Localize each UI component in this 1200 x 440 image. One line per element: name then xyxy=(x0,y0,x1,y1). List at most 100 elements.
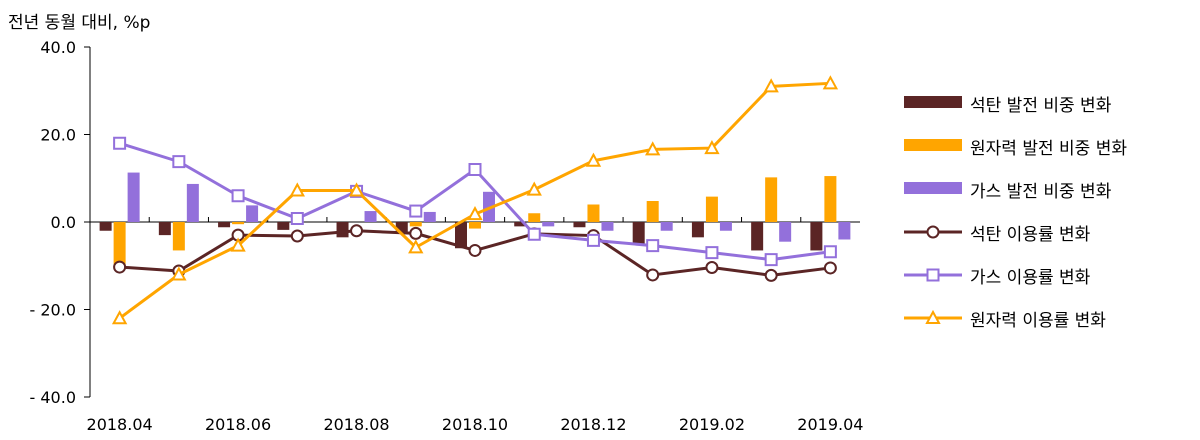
bar xyxy=(587,204,600,222)
legend-label: 원자력 발전 비중 변화 xyxy=(970,138,1127,159)
bar xyxy=(246,205,259,222)
line-point xyxy=(646,239,660,253)
bar xyxy=(646,201,659,222)
line-point xyxy=(468,163,482,176)
bar xyxy=(172,222,185,251)
legend-bar-swatch xyxy=(904,182,962,194)
combo-chart: 40.0 20.0 0.0 - 20.0 - 40.0 2018.04 2018.06 201… xyxy=(30,38,864,434)
bar xyxy=(601,222,614,231)
y-tick-label: 0.0 xyxy=(51,213,76,232)
bar xyxy=(810,222,823,251)
bar xyxy=(469,222,481,229)
x-tick-label: 2018.04 xyxy=(87,415,153,434)
line-point xyxy=(764,268,778,282)
x-tick-label: 2019.02 xyxy=(679,415,745,434)
bar xyxy=(660,222,673,231)
bar xyxy=(186,183,199,222)
legend-line-swatch xyxy=(904,309,962,324)
legend-item: 가스 이용률 변화 xyxy=(902,260,1200,290)
bar xyxy=(232,222,245,225)
x-tick-label: 2018.06 xyxy=(205,415,271,434)
legend-marker xyxy=(925,309,941,324)
bar xyxy=(528,213,541,222)
bar xyxy=(838,222,851,240)
bar xyxy=(277,222,290,230)
line-point xyxy=(111,310,128,325)
bar xyxy=(751,222,764,251)
line-point xyxy=(290,229,304,243)
line-point xyxy=(467,206,483,221)
bar xyxy=(705,196,718,222)
legend-line-swatch xyxy=(904,225,962,239)
bar xyxy=(113,222,126,266)
legend-item: 석탄 발전 비중 변화 xyxy=(902,88,1200,118)
bar xyxy=(455,222,467,249)
legend-swatch-rect xyxy=(904,96,962,108)
chart-axes: 40.0 20.0 0.0 - 20.0 - 40.0 2018.04 2018.06 201… xyxy=(30,38,864,434)
line-point xyxy=(586,233,600,247)
line-point xyxy=(230,237,246,252)
legend-line-swatch xyxy=(904,268,962,282)
bar xyxy=(824,176,837,222)
bar xyxy=(409,222,422,227)
bar xyxy=(632,222,645,244)
legend-marker xyxy=(926,268,940,282)
bar xyxy=(99,222,112,231)
legend-item: 원자력 발전 비중 변화 xyxy=(902,131,1200,161)
bar xyxy=(765,177,778,222)
y-tick-label: 40.0 xyxy=(40,38,76,57)
bar xyxy=(395,222,408,233)
line-point xyxy=(822,75,839,90)
line-point xyxy=(468,243,482,257)
legend-item: 원자력 이용률 변화 xyxy=(902,303,1200,333)
line-point xyxy=(172,155,186,169)
bar xyxy=(127,172,140,222)
line-point xyxy=(585,152,602,167)
legend-label: 가스 이용률 변화 xyxy=(970,267,1091,288)
legend-label: 원자력 이용률 변화 xyxy=(970,310,1106,331)
line-point xyxy=(350,224,364,238)
y-tick-label: - 20.0 xyxy=(30,301,76,320)
x-tick-label: 2018.08 xyxy=(323,415,389,434)
bar xyxy=(218,222,231,228)
line-point xyxy=(763,78,779,93)
legend-item: 가스 발전 비중 변화 xyxy=(902,174,1200,204)
bar xyxy=(573,222,586,228)
y-tick-label: 20.0 xyxy=(40,126,76,145)
legend-swatch-rect xyxy=(904,182,962,194)
legend-label: 가스 발전 비중 변화 xyxy=(970,181,1112,202)
line-point xyxy=(409,204,423,218)
legend-label: 석탄 이용률 변화 xyxy=(970,224,1091,245)
y-axis-unit-label: 전년 동월 대비, %p xyxy=(8,13,151,33)
series-line xyxy=(118,81,831,320)
line-point xyxy=(705,246,719,260)
legend-item: 석탄 이용률 변화 xyxy=(902,217,1200,247)
bar xyxy=(779,222,792,242)
legend-bar-swatch xyxy=(904,96,962,108)
x-tick-label: 2018.10 xyxy=(442,415,508,434)
line-point xyxy=(408,239,424,254)
legend-bar-swatch xyxy=(904,139,962,151)
bar xyxy=(514,222,527,227)
bar xyxy=(691,222,704,238)
line-point xyxy=(409,226,423,240)
line-point xyxy=(290,212,304,225)
y-tick-label: - 40.0 xyxy=(30,388,76,407)
line-point xyxy=(764,253,778,267)
bar xyxy=(423,211,436,222)
bar xyxy=(158,222,171,236)
line-point xyxy=(527,227,541,241)
line-point xyxy=(113,260,127,274)
line-point xyxy=(823,245,837,259)
legend-marker xyxy=(926,225,940,239)
legend-swatch-rect xyxy=(904,139,962,151)
line-point xyxy=(113,136,127,150)
line-point xyxy=(705,261,719,274)
x-tick-label: 2019.04 xyxy=(797,415,863,434)
line-point xyxy=(171,266,187,281)
line-point xyxy=(231,189,245,203)
line-point xyxy=(645,141,661,156)
bar xyxy=(336,222,349,238)
bar xyxy=(719,222,732,231)
line-point xyxy=(823,261,837,275)
